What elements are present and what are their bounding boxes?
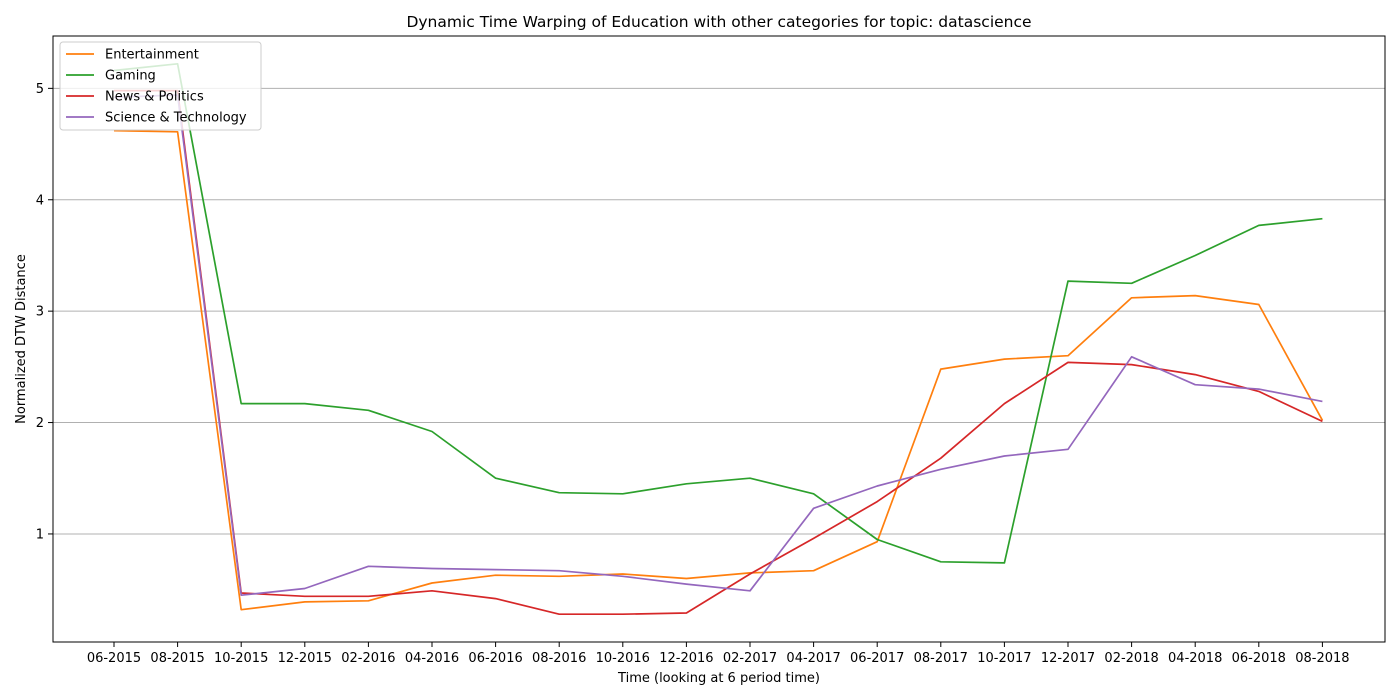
x-axis-label: Time (looking at 6 period time): [617, 671, 820, 686]
x-tick-label: 02-2016: [341, 651, 395, 666]
x-tick-label: 04-2016: [405, 651, 459, 666]
series-layer: [113, 62, 1324, 616]
series-line-entertainment: [113, 129, 1324, 611]
chart-title: Dynamic Time Warping of Education with o…: [406, 13, 1031, 31]
y-tick-label: 2: [36, 416, 44, 431]
x-tick-label: 12-2017: [1041, 651, 1095, 666]
legend: Entertainment Gaming News & Politics Scienc…: [59, 41, 262, 131]
y-tick-label: 1: [36, 527, 44, 542]
y-tick-label: 3: [36, 305, 44, 320]
legend-label: Science & Technology: [105, 111, 247, 126]
x-tick-label: 06-2017: [850, 651, 904, 666]
legend-label: News & Politics: [105, 90, 204, 105]
x-tick-label: 06-2015: [87, 651, 141, 666]
x-tick-label: 02-2018: [1104, 651, 1158, 666]
x-tick-label: 06-2016: [468, 651, 522, 666]
x-tick-label: 10-2016: [596, 651, 650, 666]
x-tick-label: 04-2017: [786, 651, 840, 666]
x-axis: 06-2015 08-2015 10-2015 12-2015 02-2016 04-20…: [87, 642, 1350, 666]
legend-box: [59, 41, 262, 131]
x-tick-label: 08-2018: [1295, 651, 1349, 666]
legend-label: Entertainment: [105, 48, 199, 63]
series-line-news-politics: [114, 89, 1323, 616]
y-axis-label: Normalized DTW Distance: [14, 254, 29, 424]
series-line-gaming: [113, 62, 1323, 564]
x-tick-label: 02-2017: [723, 651, 777, 666]
x-tick-label: 08-2017: [914, 651, 968, 666]
x-tick-label: 08-2015: [150, 651, 204, 666]
x-tick-label: 08-2016: [532, 651, 586, 666]
series-line-science-technology: [113, 94, 1323, 597]
y-tick-label: 4: [36, 193, 44, 208]
x-tick-label: 10-2015: [214, 651, 268, 666]
x-tick-label: 06-2018: [1232, 651, 1286, 666]
gridlines: [53, 87, 1385, 535]
x-tick-label: 04-2018: [1168, 651, 1222, 666]
y-axis: 1 2 3 4 5: [36, 82, 53, 542]
x-tick-label: 12-2015: [278, 651, 332, 666]
legend-label: Gaming: [105, 69, 156, 84]
plot-frame: [52, 35, 1386, 643]
x-tick-label: 12-2016: [659, 651, 713, 666]
y-tick-label: 5: [36, 82, 44, 97]
x-tick-label: 10-2017: [977, 651, 1031, 666]
